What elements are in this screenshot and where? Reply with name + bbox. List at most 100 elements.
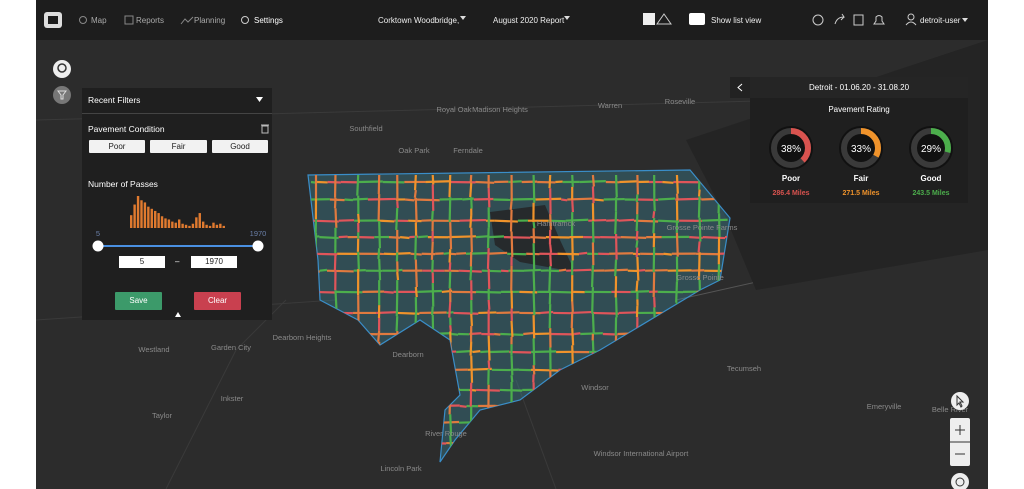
road-segment: [449, 414, 453, 436]
panel-toggle[interactable]: [730, 77, 750, 98]
road-segment: [377, 365, 381, 380]
histogram-bar: [130, 215, 133, 228]
delete-icon[interactable]: [260, 123, 270, 134]
logo[interactable]: [42, 8, 66, 32]
road-segment: [356, 421, 378, 425]
nav-reports[interactable]: Reports: [136, 16, 165, 25]
road-segment: [561, 387, 572, 392]
road-segment: [314, 435, 319, 452]
report-select[interactable]: August 2020 Report: [493, 16, 565, 25]
map-label: Dearborn: [392, 350, 423, 359]
road-segment: [698, 360, 702, 368]
expand-icon[interactable]: [175, 312, 182, 318]
road-segment: [532, 410, 536, 420]
road-segment: [413, 190, 417, 198]
road-segment: [494, 219, 518, 223]
passes-title: Number of Passes: [88, 179, 158, 189]
road-segment: [706, 404, 730, 408]
road-segment: [449, 448, 453, 462]
collapse-icon[interactable]: [256, 97, 264, 103]
road-segment: [459, 218, 486, 222]
road-segment: [638, 268, 646, 272]
road-segment: [571, 345, 575, 373]
road-segment: [618, 421, 631, 425]
road-segment: [551, 290, 574, 294]
road-segment: [504, 420, 527, 424]
road-segment: [338, 219, 355, 222]
map-label: Garden City: [211, 343, 251, 352]
road-segment: [614, 297, 618, 318]
fair-button[interactable]: Fair: [150, 140, 207, 153]
map-label: Windsor International Airport: [594, 449, 690, 458]
road-segment: [675, 377, 679, 401]
road-segment: [399, 236, 410, 240]
nav-map[interactable]: Map: [91, 16, 107, 25]
road-segment: [425, 180, 450, 184]
poor-button[interactable]: Poor: [89, 140, 145, 153]
road-segment: [487, 360, 491, 370]
zoom-controls[interactable]: [946, 390, 976, 489]
toolbar-icons[interactable]: [812, 13, 972, 27]
location-select[interactable]: Corktown Woodbridge,: [378, 16, 460, 25]
map-label: Belle River: [932, 405, 969, 414]
road-segment: [357, 251, 360, 270]
view-icons[interactable]: [642, 12, 674, 26]
road-segment: [431, 331, 452, 336]
clear-button[interactable]: Clear: [194, 292, 241, 310]
road-segment: [486, 227, 490, 249]
road-segment: [487, 299, 491, 310]
road-segment: [548, 388, 555, 392]
road-segment: [377, 330, 381, 342]
road-segment: [675, 193, 679, 201]
road-segment: [675, 232, 679, 257]
road-segment: [675, 281, 679, 303]
histogram-bar: [174, 222, 177, 228]
road-segment: [523, 268, 541, 272]
road-segment: [333, 253, 337, 271]
road-segment: [431, 390, 435, 411]
road-segment: [620, 236, 647, 239]
road-segment: [635, 231, 639, 241]
save-button[interactable]: Save: [115, 292, 162, 310]
road-segment: [696, 367, 717, 371]
road-segment: [653, 198, 656, 212]
min-input[interactable]: 5: [119, 256, 165, 268]
map-tools[interactable]: [52, 58, 74, 108]
nav-planning[interactable]: Planning: [194, 16, 226, 25]
passes-slider[interactable]: 5 1970: [82, 188, 272, 268]
road-segment: [697, 367, 701, 376]
good-button[interactable]: Good: [212, 140, 268, 153]
road-segment: [487, 187, 491, 208]
road-segment: [591, 431, 595, 449]
road-segment: [334, 397, 338, 412]
road-segment: [717, 287, 721, 303]
road-segment: [697, 174, 701, 190]
road-segment: [431, 283, 435, 307]
road-segment: [357, 380, 360, 405]
slider-handle: [252, 240, 264, 252]
road-segment: [662, 180, 674, 184]
road-segment: [510, 320, 514, 337]
road-segment: [662, 368, 670, 371]
map-label: Oak Park: [398, 146, 430, 155]
list-toggle[interactable]: [688, 12, 708, 26]
max-input[interactable]: 1970: [191, 256, 237, 268]
user-menu[interactable]: detroit-user: [920, 16, 961, 25]
road-segment: [652, 331, 656, 359]
road-segment: [571, 301, 574, 312]
road-segment: [451, 332, 459, 336]
road-segment: [532, 270, 536, 292]
road-segment: [448, 197, 452, 223]
histogram-bar: [188, 225, 191, 228]
road-segment: [353, 269, 366, 272]
map-label: Hamtramck: [537, 219, 576, 228]
road-segment: [395, 268, 403, 272]
slider-handle: [92, 240, 104, 252]
histogram-bar: [195, 217, 198, 228]
nav-settings[interactable]: Settings: [254, 16, 283, 25]
list-toggle-label: Show list view: [711, 16, 762, 25]
road-segment: [641, 350, 653, 355]
road-segment: [709, 441, 730, 445]
road-segment: [697, 252, 701, 280]
